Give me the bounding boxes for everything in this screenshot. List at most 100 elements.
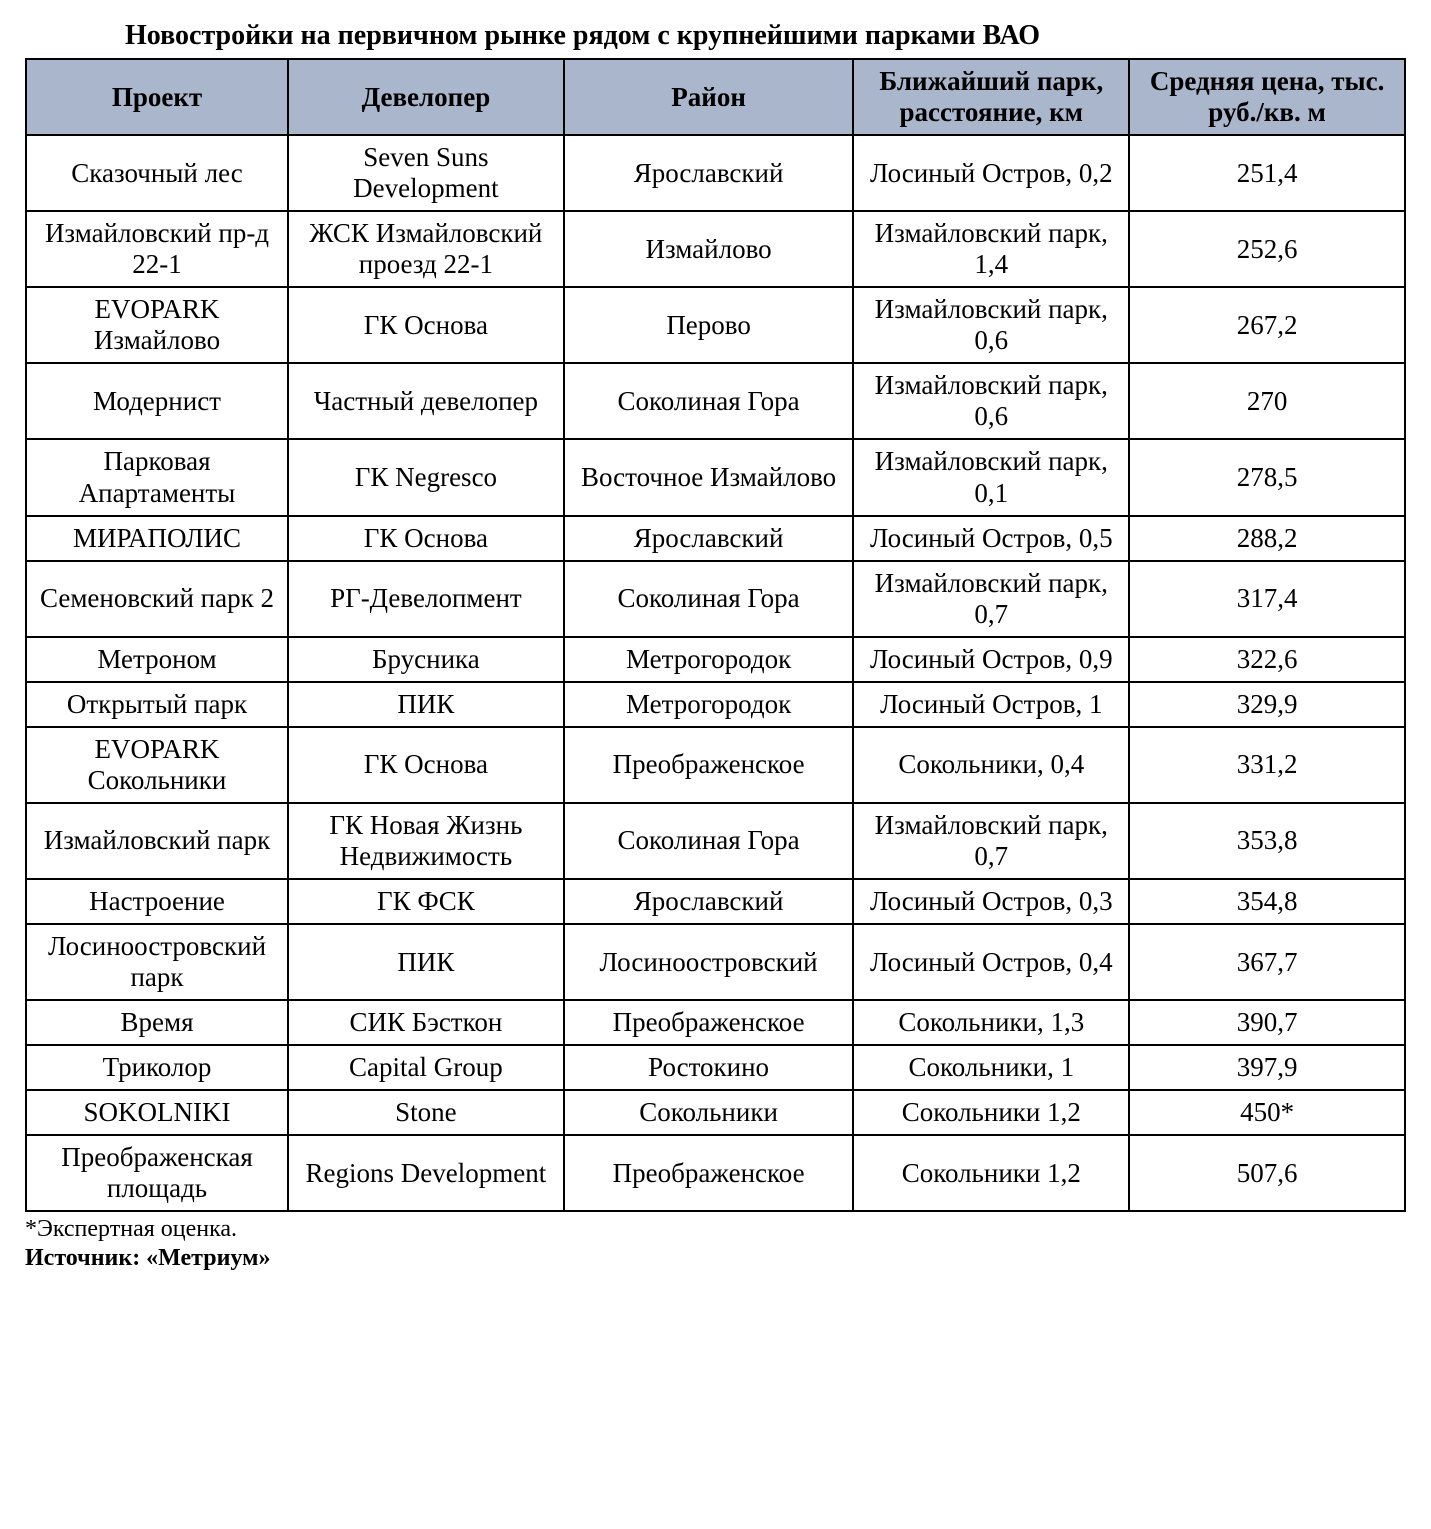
table-row: ТриколорCapital GroupРостокиноСокольники… (26, 1045, 1405, 1090)
table-cell: Измайловский парк, 0,6 (853, 363, 1129, 439)
table-cell: Триколор (26, 1045, 288, 1090)
table-cell: Измайловский пр-д 22-1 (26, 211, 288, 287)
table-cell: Лосиный Остров, 0,5 (853, 516, 1129, 561)
table-cell: Stone (288, 1090, 564, 1135)
table-row: Семеновский парк 2РГ-ДевелопментСоколина… (26, 561, 1405, 637)
table-cell: Время (26, 1000, 288, 1045)
table-cell: СИК Бэсткон (288, 1000, 564, 1045)
table-cell: 390,7 (1129, 1000, 1405, 1045)
table-header-row: ПроектДевелоперРайонБлижайший парк, расс… (26, 59, 1405, 135)
table-cell: Лосиный Остров, 0,3 (853, 879, 1129, 924)
table-cell: 270 (1129, 363, 1405, 439)
table-cell: ЖСК Измайловский проезд 22-1 (288, 211, 564, 287)
table-row: МетрономБрусникаМетрогородокЛосиный Остр… (26, 637, 1405, 682)
table-cell: Измайловский парк, 0,1 (853, 439, 1129, 515)
table-cell: Открытый парк (26, 682, 288, 727)
table-cell: Парковая Апартаменты (26, 439, 288, 515)
table-cell: 322,6 (1129, 637, 1405, 682)
table-cell: Измайловский парк, 0,6 (853, 287, 1129, 363)
table-cell: Преображенское (564, 727, 854, 803)
table-cell: Ростокино (564, 1045, 854, 1090)
table-row: Сказочный лесSeven Suns DevelopmentЯросл… (26, 135, 1405, 211)
table-cell: 252,6 (1129, 211, 1405, 287)
table-title: Новостройки на первичном рынке рядом с к… (25, 20, 1406, 52)
table-header-cell: Девелопер (288, 59, 564, 135)
table-cell: Ярославский (564, 135, 854, 211)
table-cell: EVOPARK Сокольники (26, 727, 288, 803)
table-cell: Восточное Измайлово (564, 439, 854, 515)
table-header-cell: Средняя цена, тыс. руб./кв. м (1129, 59, 1405, 135)
table-row: МИРАПОЛИСГК ОсноваЯрославскийЛосиный Ост… (26, 516, 1405, 561)
table-cell: 251,4 (1129, 135, 1405, 211)
table-cell: Лосиноостровский парк (26, 924, 288, 1000)
table-row: Открытый паркПИКМетрогородокЛосиный Остр… (26, 682, 1405, 727)
table-cell: Лосиный Остров, 0,2 (853, 135, 1129, 211)
source-label: Источник: «Метриум» (25, 1245, 1406, 1272)
table-cell: ПИК (288, 924, 564, 1000)
table-cell: Лосиный Остров, 1 (853, 682, 1129, 727)
table-header-cell: Район (564, 59, 854, 135)
table-cell: ГК Основа (288, 516, 564, 561)
table-cell: РГ-Девелопмент (288, 561, 564, 637)
table-row: ВремяСИК БэстконПреображенскоеСокольники… (26, 1000, 1405, 1045)
table-cell: Перово (564, 287, 854, 363)
table-cell: Лосиный Остров, 0,9 (853, 637, 1129, 682)
table-cell: Сокольники, 1 (853, 1045, 1129, 1090)
table-cell: Метрогородок (564, 637, 854, 682)
table-cell: ГК Основа (288, 727, 564, 803)
table-cell: Измайловский парк, 0,7 (853, 561, 1129, 637)
table-cell: ГК Negresco (288, 439, 564, 515)
table-cell: SOKOLNIKI (26, 1090, 288, 1135)
table-cell: Преображенская площадь (26, 1135, 288, 1211)
table-cell: Regions Development (288, 1135, 564, 1211)
table-row: Измайловский паркГК Новая Жизнь Недвижим… (26, 803, 1405, 879)
table-header-cell: Проект (26, 59, 288, 135)
table-cell: Измайлово (564, 211, 854, 287)
table-cell: 331,2 (1129, 727, 1405, 803)
table-cell: Сказочный лес (26, 135, 288, 211)
table-row: EVOPARK ИзмайловоГК ОсноваПеровоИзмайлов… (26, 287, 1405, 363)
developments-table: ПроектДевелоперРайонБлижайший парк, расс… (25, 58, 1406, 1212)
footnote: *Экспертная оценка. (25, 1216, 1406, 1243)
table-cell: Сокольники (564, 1090, 854, 1135)
table-cell: ГК Основа (288, 287, 564, 363)
table-cell: Модернист (26, 363, 288, 439)
table-cell: 397,9 (1129, 1045, 1405, 1090)
table-cell: Брусника (288, 637, 564, 682)
table-cell: 317,4 (1129, 561, 1405, 637)
table-row: Преображенская площадьRegions Developmen… (26, 1135, 1405, 1211)
table-row: SOKOLNIKIStoneСокольникиСокольники 1,245… (26, 1090, 1405, 1135)
table-cell: Ярославский (564, 879, 854, 924)
table-body: Сказочный лесSeven Suns DevelopmentЯросл… (26, 135, 1405, 1211)
table-cell: ГК Новая Жизнь Недвижимость (288, 803, 564, 879)
table-row: Парковая АпартаментыГК NegrescoВосточное… (26, 439, 1405, 515)
table-row: Измайловский пр-д 22-1ЖСК Измайловский п… (26, 211, 1405, 287)
table-cell: Capital Group (288, 1045, 564, 1090)
table-cell: 267,2 (1129, 287, 1405, 363)
table-cell: Метроном (26, 637, 288, 682)
table-cell: Seven Suns Development (288, 135, 564, 211)
table-cell: Сокольники, 0,4 (853, 727, 1129, 803)
table-cell: Лосиный Остров, 0,4 (853, 924, 1129, 1000)
table-cell: Сокольники, 1,3 (853, 1000, 1129, 1045)
table-cell: Настроение (26, 879, 288, 924)
table-row: МодернистЧастный девелоперСоколиная Гора… (26, 363, 1405, 439)
table-cell: ПИК (288, 682, 564, 727)
table-cell: Измайловский парк (26, 803, 288, 879)
table-cell: 507,6 (1129, 1135, 1405, 1211)
table-cell: ГК ФСК (288, 879, 564, 924)
table-cell: Метрогородок (564, 682, 854, 727)
table-header-cell: Ближайший парк, расстояние, км (853, 59, 1129, 135)
table-cell: 288,2 (1129, 516, 1405, 561)
table-cell: Сокольники 1,2 (853, 1135, 1129, 1211)
table-cell: 367,7 (1129, 924, 1405, 1000)
table-cell: Измайловский парк, 1,4 (853, 211, 1129, 287)
table-row: EVOPARK СокольникиГК ОсноваПреображенско… (26, 727, 1405, 803)
table-cell: 354,8 (1129, 879, 1405, 924)
table-cell: 278,5 (1129, 439, 1405, 515)
table-row: НастроениеГК ФСКЯрославскийЛосиный Остро… (26, 879, 1405, 924)
table-cell: Частный девелопер (288, 363, 564, 439)
table-row: Лосиноостровский паркПИКЛосиноостровский… (26, 924, 1405, 1000)
table-cell: Ярославский (564, 516, 854, 561)
table-cell: 353,8 (1129, 803, 1405, 879)
